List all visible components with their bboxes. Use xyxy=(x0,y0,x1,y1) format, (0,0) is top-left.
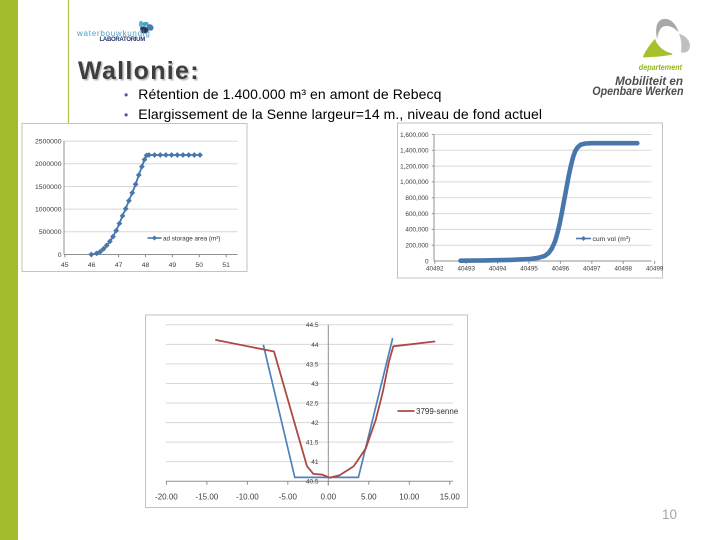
svg-text:45: 45 xyxy=(61,262,69,269)
svg-text:48: 48 xyxy=(142,262,150,269)
svg-text:51: 51 xyxy=(222,262,230,269)
svg-text:44.5: 44.5 xyxy=(306,322,319,329)
svg-text:1500000: 1500000 xyxy=(35,184,62,191)
svg-text:49: 49 xyxy=(169,262,177,269)
svg-text:40497: 40497 xyxy=(583,266,601,273)
svg-text:cum vol (m³): cum vol (m³) xyxy=(593,236,631,243)
svg-text:40499: 40499 xyxy=(646,266,664,273)
svg-text:0.00: 0.00 xyxy=(321,493,337,502)
svg-text:42: 42 xyxy=(311,420,319,427)
svg-text:5.00: 5.00 xyxy=(361,493,377,502)
svg-text:3799-senne: 3799-senne xyxy=(416,407,459,416)
svg-text:42.5: 42.5 xyxy=(306,400,319,407)
svg-text:40494: 40494 xyxy=(489,266,507,273)
svg-text:40492: 40492 xyxy=(426,266,444,273)
svg-text:50: 50 xyxy=(196,262,204,269)
svg-text:1,600,000: 1,600,000 xyxy=(400,132,429,139)
svg-text:1,400,000: 1,400,000 xyxy=(400,148,429,155)
svg-text:-15.00: -15.00 xyxy=(196,493,219,502)
svg-text:2500000: 2500000 xyxy=(35,139,62,146)
svg-text:1,200,000: 1,200,000 xyxy=(400,163,429,170)
svg-text:400,000: 400,000 xyxy=(405,227,429,234)
svg-text:0: 0 xyxy=(58,252,62,259)
svg-text:500000: 500000 xyxy=(39,229,62,236)
svg-text:2000000: 2000000 xyxy=(35,161,62,168)
svg-text:15.00: 15.00 xyxy=(440,493,461,502)
svg-text:0: 0 xyxy=(425,258,429,265)
svg-text:1,000,000: 1,000,000 xyxy=(400,179,429,186)
svg-text:47: 47 xyxy=(115,262,123,269)
svg-text:40496: 40496 xyxy=(552,266,570,273)
svg-text:10.00: 10.00 xyxy=(399,493,420,502)
svg-text:40.5: 40.5 xyxy=(306,479,319,486)
svg-text:1000000: 1000000 xyxy=(35,207,62,214)
svg-text:-5.00: -5.00 xyxy=(279,493,298,502)
svg-text:-10.00: -10.00 xyxy=(236,493,259,502)
svg-text:40493: 40493 xyxy=(457,266,475,273)
svg-text:200,000: 200,000 xyxy=(405,243,429,250)
svg-text:800,000: 800,000 xyxy=(405,195,429,202)
svg-text:41: 41 xyxy=(311,459,319,466)
svg-text:-20.00: -20.00 xyxy=(155,493,178,502)
svg-text:600,000: 600,000 xyxy=(405,211,429,218)
svg-text:43: 43 xyxy=(311,381,319,388)
svg-text:41.5: 41.5 xyxy=(306,440,319,447)
svg-text:40495: 40495 xyxy=(520,266,538,273)
svg-text:46: 46 xyxy=(88,262,96,269)
svg-text:40498: 40498 xyxy=(614,266,632,273)
svg-text:ad storage area (m²): ad storage area (m²) xyxy=(163,235,220,242)
svg-text:43.5: 43.5 xyxy=(306,361,319,368)
svg-text:44: 44 xyxy=(311,342,319,349)
